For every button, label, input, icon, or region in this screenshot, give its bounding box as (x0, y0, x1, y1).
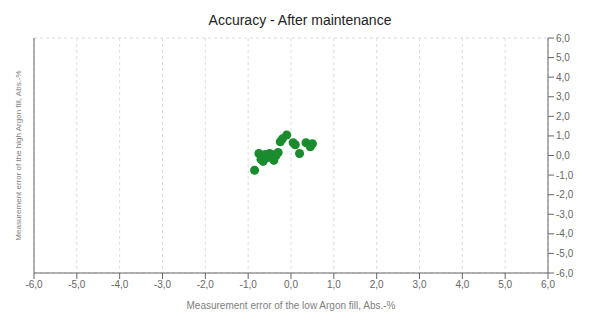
svg-text:-3,0: -3,0 (556, 209, 574, 220)
svg-text:6,0: 6,0 (556, 33, 570, 44)
svg-text:3,0: 3,0 (413, 279, 427, 290)
svg-text:-2,0: -2,0 (556, 189, 574, 200)
svg-text:6,0: 6,0 (541, 279, 555, 290)
svg-text:4,0: 4,0 (455, 279, 469, 290)
svg-text:-5,0: -5,0 (68, 279, 86, 290)
svg-text:5,0: 5,0 (556, 52, 570, 63)
svg-text:-5,0: -5,0 (556, 248, 574, 259)
html-text:Accuracy - After maintenance: Accuracy - After maintenance (208, 12, 392, 28)
svg-text:2,0: 2,0 (556, 111, 570, 122)
svg-text:-6,0: -6,0 (25, 279, 43, 290)
svg-text:4,0: 4,0 (556, 72, 570, 83)
svg-text:-3,0: -3,0 (154, 279, 172, 290)
svg-text:-1,0: -1,0 (556, 170, 574, 181)
svg-text:Measurement error of the low A: Measurement error of the low Argon fill,… (187, 300, 396, 311)
svg-text:1,0: 1,0 (327, 279, 341, 290)
svg-text:-6,0: -6,0 (556, 268, 574, 279)
svg-text:1,0: 1,0 (556, 130, 570, 141)
svg-text:3,0: 3,0 (556, 91, 570, 102)
svg-text:-2,0: -2,0 (197, 279, 215, 290)
svg-text:-4,0: -4,0 (556, 228, 574, 239)
svg-text:0,0: 0,0 (556, 150, 570, 161)
svg-text:5,0: 5,0 (498, 279, 512, 290)
svg-text:-1,0: -1,0 (240, 279, 258, 290)
svg-text:2,0: 2,0 (370, 279, 384, 290)
svg-text:-4,0: -4,0 (111, 279, 129, 290)
svg-text:Measurement error of the high: Measurement error of the high Argon fill… (14, 70, 23, 240)
svg-text:0,0: 0,0 (284, 279, 298, 290)
